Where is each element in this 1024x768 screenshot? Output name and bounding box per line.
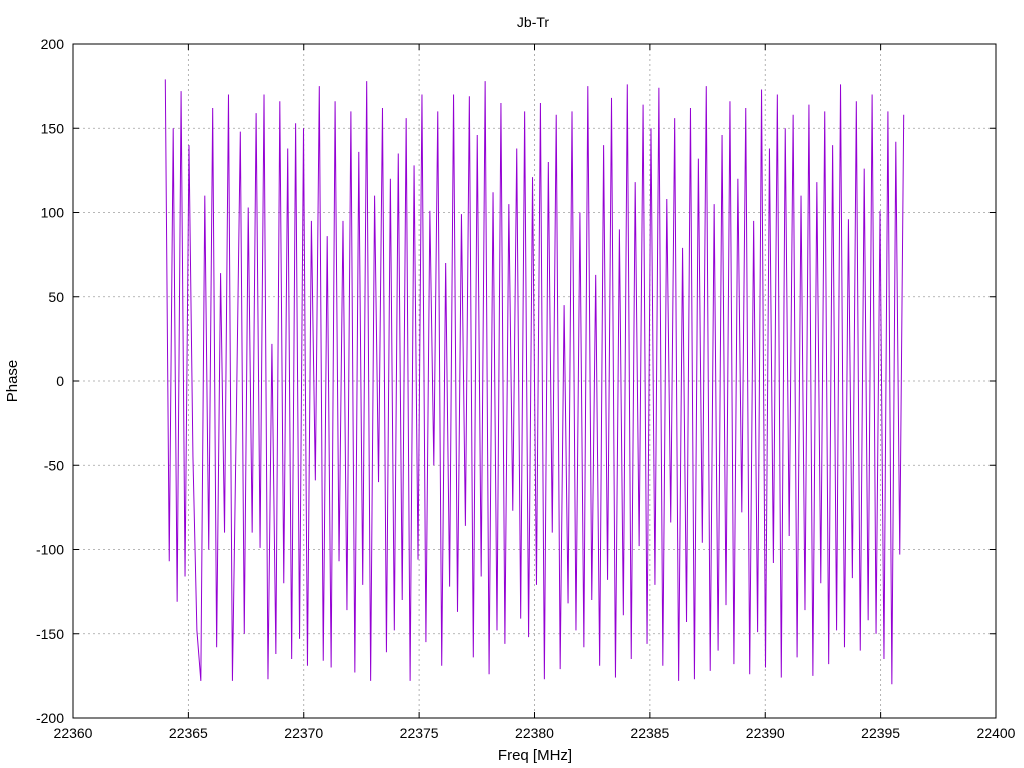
- x-tick-label: 22375: [400, 725, 439, 741]
- y-tick-label: -200: [36, 710, 64, 726]
- x-tick-label: 22360: [54, 725, 93, 741]
- x-tick-label: 22370: [284, 725, 323, 741]
- y-tick-label: -100: [36, 542, 64, 558]
- y-tick-label: -150: [36, 626, 64, 642]
- x-tick-label: 22365: [169, 725, 208, 741]
- x-tick-label: 22380: [515, 725, 554, 741]
- chart-title: Jb-Tr: [517, 14, 549, 30]
- y-tick-label: 50: [48, 289, 64, 305]
- series-layer: [164, 79, 905, 685]
- y-tick-label: 200: [41, 36, 65, 52]
- x-tick-label: 22395: [861, 725, 900, 741]
- y-axis: -200 -150 -100 -50 0 50 100 150 200: [36, 36, 996, 726]
- x-axis: 22360 22365 22370 22375 22380 22385 22390 22395…: [54, 44, 1016, 741]
- y-axis-label: Phase: [4, 360, 21, 403]
- y-tick-label: -50: [44, 457, 64, 473]
- y-tick-label: 0: [56, 373, 64, 389]
- x-tick-label: 22400: [977, 725, 1016, 741]
- x-tick-label: 22385: [630, 725, 669, 741]
- y-tick-label: 150: [41, 120, 65, 136]
- series-line: [164, 79, 905, 685]
- y-tick-label: 100: [41, 205, 65, 221]
- x-tick-label: 22390: [746, 725, 785, 741]
- x-axis-label: Freq [MHz]: [498, 747, 572, 764]
